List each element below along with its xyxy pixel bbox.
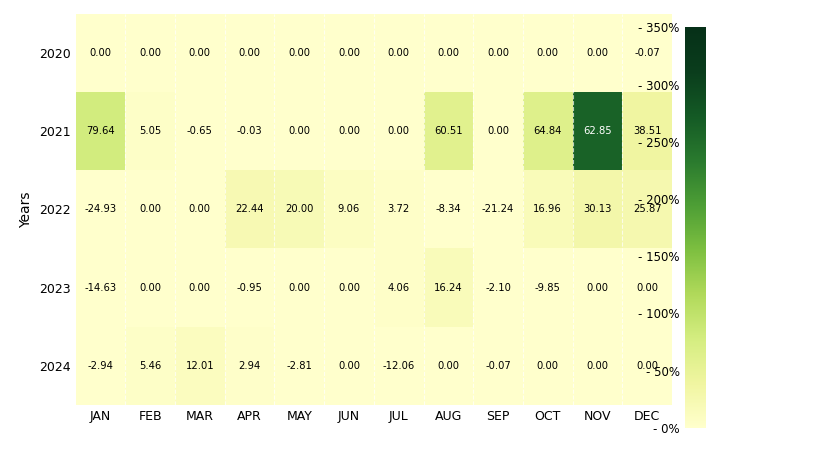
Text: 0.00: 0.00 [487,126,509,136]
Text: 0.00: 0.00 [586,48,608,58]
Text: 0.00: 0.00 [586,283,608,293]
Text: 22.44: 22.44 [235,204,264,214]
Text: -0.03: -0.03 [237,126,262,136]
Text: 0.00: 0.00 [338,283,360,293]
Text: 62.85: 62.85 [583,126,612,136]
Text: 64.84: 64.84 [533,126,562,136]
Text: -21.24: -21.24 [482,204,514,214]
Text: 79.64: 79.64 [87,126,115,136]
Text: 0.00: 0.00 [89,48,112,58]
Text: 0.00: 0.00 [537,361,559,371]
Text: 0.00: 0.00 [139,48,161,58]
Text: -2.81: -2.81 [286,361,312,371]
Text: 5.46: 5.46 [139,361,161,371]
Text: -2.10: -2.10 [486,283,511,293]
Text: 16.24: 16.24 [434,283,463,293]
Text: 60.51: 60.51 [434,126,463,136]
Text: 0.00: 0.00 [139,204,161,214]
Text: -14.63: -14.63 [84,283,117,293]
Text: -0.07: -0.07 [486,361,511,371]
Text: 0.00: 0.00 [586,361,608,371]
Text: 0.00: 0.00 [438,48,459,58]
Text: 20.00: 20.00 [285,204,313,214]
Text: 0.00: 0.00 [338,361,360,371]
Text: 5.05: 5.05 [139,126,161,136]
Text: -24.93: -24.93 [84,204,117,214]
Text: -2.94: -2.94 [87,361,113,371]
Text: 12.01: 12.01 [186,361,214,371]
Text: 0.00: 0.00 [189,204,211,214]
Text: 0.00: 0.00 [288,126,310,136]
Text: 0.00: 0.00 [239,48,260,58]
Text: 0.00: 0.00 [338,126,360,136]
Text: 9.06: 9.06 [338,204,360,214]
Text: -0.95: -0.95 [237,283,262,293]
Text: 0.00: 0.00 [189,283,211,293]
Text: 30.13: 30.13 [583,204,612,214]
Text: -9.85: -9.85 [535,283,560,293]
Y-axis label: Years: Years [19,191,34,228]
Text: 0.00: 0.00 [636,283,659,293]
Text: 0.00: 0.00 [438,361,459,371]
Text: 16.96: 16.96 [533,204,562,214]
Text: 0.00: 0.00 [387,126,410,136]
Text: -12.06: -12.06 [382,361,415,371]
Text: 0.00: 0.00 [537,48,559,58]
Text: 38.51: 38.51 [633,126,661,136]
Text: 0.00: 0.00 [636,361,659,371]
Text: 0.00: 0.00 [338,48,360,58]
Text: 0.00: 0.00 [189,48,211,58]
Text: 0.00: 0.00 [288,283,310,293]
Text: -0.65: -0.65 [187,126,213,136]
Text: 3.72: 3.72 [387,204,410,214]
Text: 0.00: 0.00 [387,48,410,58]
Text: 25.87: 25.87 [633,204,661,214]
Text: 0.00: 0.00 [487,48,509,58]
Text: 0.00: 0.00 [288,48,310,58]
Text: -0.07: -0.07 [634,48,660,58]
Text: 4.06: 4.06 [387,283,410,293]
Text: -8.34: -8.34 [435,204,461,214]
Text: 2.94: 2.94 [239,361,260,371]
Text: 0.00: 0.00 [139,283,161,293]
